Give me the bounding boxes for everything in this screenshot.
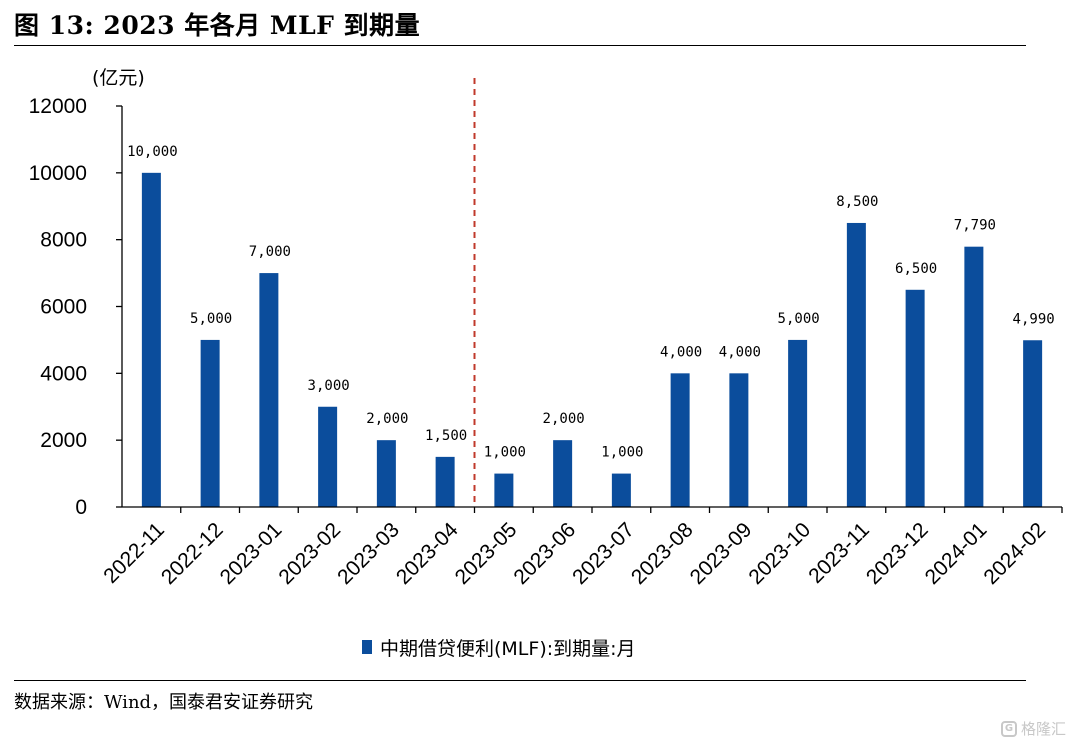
x-tick-label: 2023-09	[686, 518, 757, 589]
bar-chart: 0 2000 4000 6000 8000 10000 12000(亿元) 10,000 5,…	[29, 67, 1063, 660]
y-axis-unit: (亿元)	[92, 67, 145, 89]
bar	[376, 440, 396, 507]
data-label: 7,790	[954, 218, 996, 234]
bars: 10,000 5,000 7,000 3,000 2,000 1,500 1,000 2,00…	[127, 78, 1055, 508]
x-axis: 2022-112022-122023-012023-022023-032023-…	[99, 506, 1063, 589]
bar	[553, 440, 573, 507]
x-tick-label: 2023-05	[451, 518, 522, 589]
data-label: 8,500	[836, 194, 878, 210]
bar	[259, 273, 279, 507]
legend: 中期借贷便利(MLF):到期量:月	[362, 638, 636, 660]
x-tick-label: 2023-04	[392, 518, 463, 589]
g-logo-icon: G	[1000, 720, 1017, 737]
y-tick-label: 0	[75, 496, 87, 519]
data-label: 3,000	[308, 378, 350, 394]
bar	[318, 406, 338, 507]
watermark-text: 格隆汇	[1020, 720, 1066, 738]
y-axis: 0 2000 4000 6000 8000 10000 12000(亿元)	[29, 67, 145, 519]
bar	[964, 246, 984, 507]
bar	[435, 456, 455, 507]
y-tick-label: 2000	[40, 429, 87, 452]
x-tick-label: 2023-11	[804, 518, 874, 588]
x-tick-label: 2023-10	[744, 518, 815, 589]
data-label: 1,000	[601, 445, 643, 461]
x-tick-label: 2023-03	[333, 518, 404, 589]
x-tick-label: 2024-02	[979, 518, 1050, 589]
y-tick-label: 4000	[40, 362, 87, 385]
data-label: 1,500	[425, 428, 467, 444]
x-tick-label: 2023-08	[627, 518, 698, 589]
bar	[905, 289, 925, 507]
x-tick-label: 2023-06	[509, 518, 580, 589]
x-tick-label: 2022-12	[157, 518, 228, 589]
source-note: 数据来源：Wind，国泰君安证券研究	[14, 692, 314, 713]
x-tick-label: 2023-02	[274, 518, 345, 589]
bar	[729, 373, 749, 507]
bar	[200, 339, 220, 507]
data-label: 6,500	[895, 261, 937, 277]
x-tick-label: 2023-12	[862, 518, 933, 589]
data-label: 10,000	[127, 144, 178, 160]
x-tick-label: 2023-07	[568, 518, 639, 589]
data-label: 4,000	[660, 344, 702, 360]
data-label: 5,000	[778, 311, 820, 327]
bar	[141, 172, 161, 508]
footer-rule	[14, 680, 1026, 681]
y-tick-label: 6000	[40, 296, 87, 319]
watermark: G 格隆汇	[1000, 718, 1066, 739]
legend-swatch	[362, 640, 372, 654]
x-tick-label: 2023-01	[216, 518, 287, 589]
data-label: 4,990	[1013, 311, 1055, 327]
bar	[1023, 340, 1043, 507]
data-label: 2,000	[366, 411, 408, 427]
data-label: 5,000	[190, 311, 232, 327]
data-label: 2,000	[543, 411, 585, 427]
bar	[494, 473, 514, 507]
y-tick-label: 10000	[29, 162, 87, 185]
figure-title: 图 13: 2023 年各月 MLF 到期量	[14, 11, 421, 40]
title-rule	[14, 45, 1026, 46]
data-label: 4,000	[719, 344, 761, 360]
bar	[846, 222, 866, 508]
legend-label: 中期借贷便利(MLF):到期量:月	[380, 638, 636, 660]
data-label: 7,000	[249, 244, 291, 260]
y-tick-label: 12000	[29, 95, 87, 118]
x-tick-label: 2022-11	[99, 518, 169, 588]
bar	[670, 373, 690, 507]
data-label: 1,000	[484, 445, 526, 461]
x-tick-label: 2024-01	[921, 518, 992, 589]
bar	[788, 339, 808, 507]
bar	[611, 473, 631, 507]
y-tick-label: 8000	[40, 229, 87, 252]
